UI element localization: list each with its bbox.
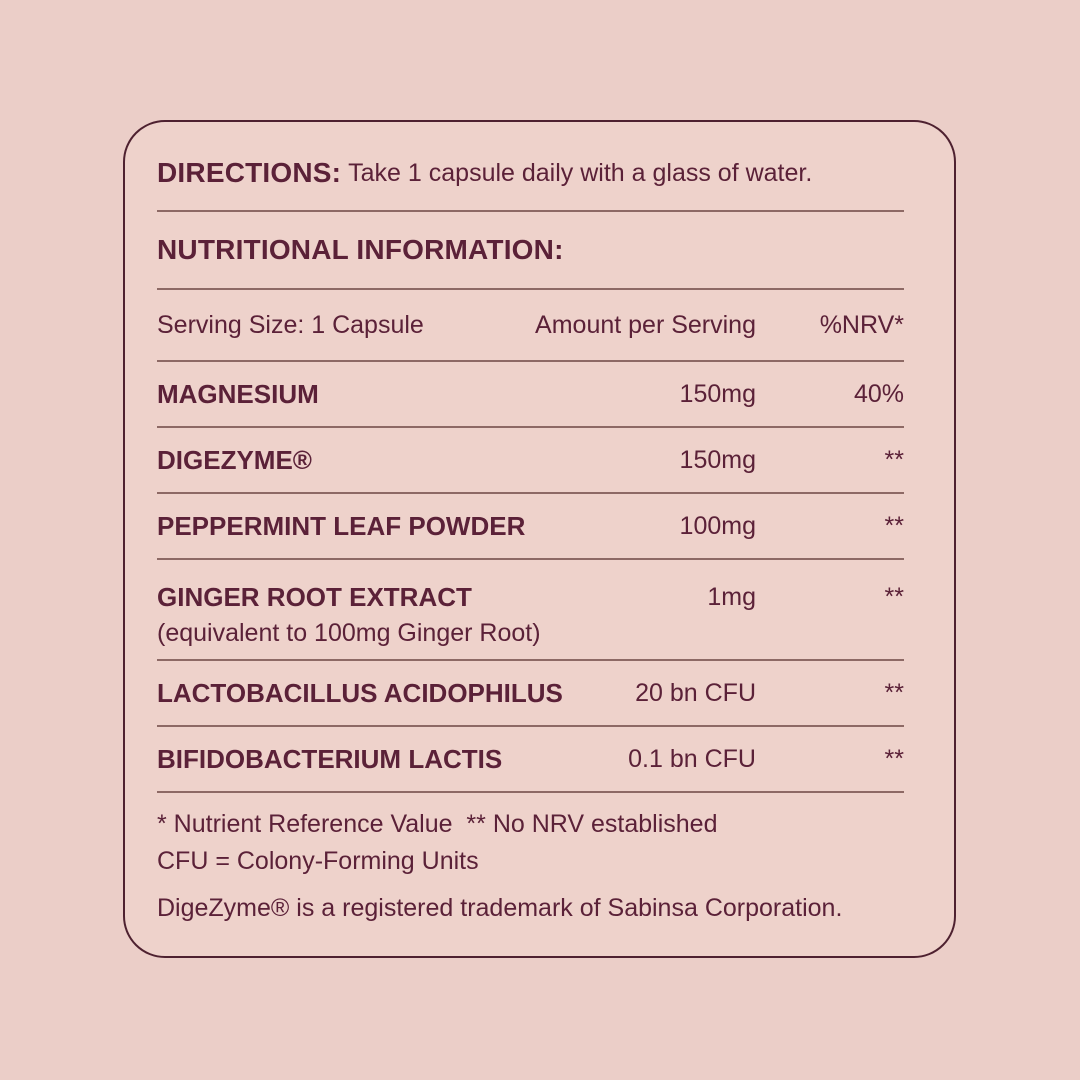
nutrient-amount: 150mg — [679, 445, 756, 474]
nutrient-amount: 0.1 bn CFU — [628, 744, 756, 773]
nutrient-name: MAGNESIUM — [157, 378, 319, 409]
supplement-facts-panel: DIRECTIONS: Take 1 capsule daily with a … — [123, 120, 956, 958]
nutrient-amount: 100mg — [679, 511, 756, 540]
nutrient-amount: 150mg — [679, 379, 756, 408]
nutrient-row-magnesium: MAGNESIUM 150mg 40% — [157, 362, 904, 428]
nutrient-nrv: ** — [884, 678, 904, 707]
nutrient-nrv: ** — [884, 445, 904, 474]
nutrient-equivalence-note: (equivalent to 100mg Ginger Root) — [157, 618, 541, 647]
nutrient-name: PEPPERMINT LEAF POWDER — [157, 510, 526, 541]
trademark-note: DigeZyme® is a registered trademark of S… — [157, 894, 843, 922]
directions-section: DIRECTIONS: Take 1 capsule daily with a … — [157, 122, 904, 212]
nutrient-nrv: ** — [884, 511, 904, 540]
ginger-main-line: GINGER ROOT EXTRACT 1mg ** — [157, 578, 904, 616]
directions-text: Take 1 capsule daily with a glass of wat… — [341, 158, 813, 187]
serving-size-header: Serving Size: 1 Capsule — [157, 310, 424, 339]
table-header-row: Serving Size: 1 Capsule Amount per Servi… — [157, 290, 904, 362]
nutrient-row-ginger-root-extract: GINGER ROOT EXTRACT 1mg ** (equivalent t… — [157, 560, 904, 661]
nutrient-name: LACTOBACILLUS ACIDOPHILUS — [157, 677, 563, 708]
nutrient-row-lactobacillus-acidophilus: LACTOBACILLUS ACIDOPHILUS 20 bn CFU ** — [157, 661, 904, 727]
nrv-header: %NRV* — [819, 310, 904, 339]
nutrient-row-digezyme: DIGEZYME® 150mg ** — [157, 428, 904, 494]
nutrient-name: GINGER ROOT EXTRACT — [157, 581, 472, 612]
nutrient-amount: 1mg — [707, 582, 756, 611]
nutritional-information-heading: NUTRITIONAL INFORMATION: — [157, 212, 904, 290]
nutrient-nrv: 40% — [853, 379, 904, 408]
footnotes-section: * Nutrient Reference Value ** No NRV est… — [157, 793, 904, 927]
directions-label: DIRECTIONS: — [157, 157, 342, 188]
nutrient-amount: 20 bn CFU — [635, 678, 756, 707]
nutrient-name: BIFIDOBACTERIUM LACTIS — [157, 743, 503, 774]
amount-per-serving-header: Amount per Serving — [535, 310, 756, 339]
nutrient-name: DIGEZYME® — [157, 444, 312, 475]
cfu-footnote: CFU = Colony-Forming Units — [157, 847, 479, 875]
nutrient-row-peppermint-leaf-powder: PEPPERMINT LEAF POWDER 100mg ** — [157, 494, 904, 560]
nutrient-nrv: ** — [884, 582, 904, 611]
nutrient-nrv: ** — [884, 744, 904, 773]
nrv-footnote: * Nutrient Reference Value ** No NRV est… — [157, 810, 718, 838]
nutrient-row-bifidobacterium-lactis: BIFIDOBACTERIUM LACTIS 0.1 bn CFU ** — [157, 727, 904, 793]
